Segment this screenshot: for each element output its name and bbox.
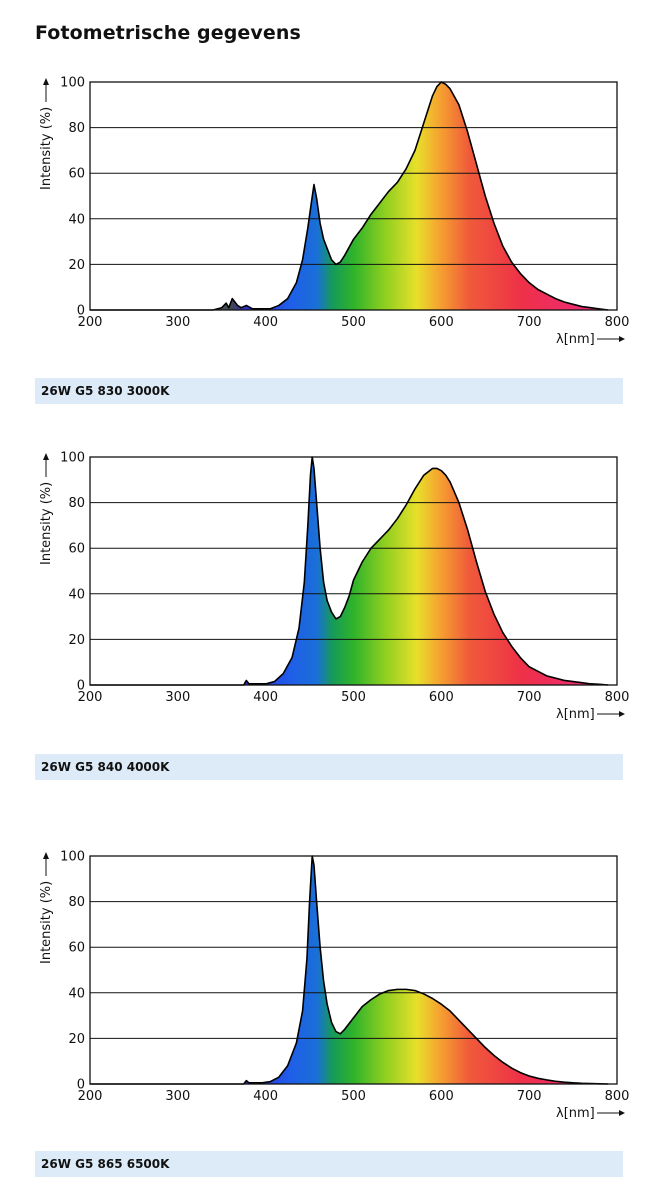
x-tick-label: 700 [517,690,542,705]
x-tick-label: 400 [253,1089,278,1104]
chart-block-830: 0 20 40 60 80 100 200 300 400 500 600 700 800 λ[nm] In… [0,0,648,410]
y-tick-label: 40 [68,986,85,1001]
x-tick-label: 500 [341,1089,366,1104]
caption-bar-840: 26W G5 840 4000K [35,754,623,780]
caption-text-865: 26W G5 865 6500K [41,1157,170,1171]
x-tick-label: 200 [78,690,103,705]
x-axis-arrowhead [619,1110,625,1116]
y-tick-label: 0 [77,1078,85,1093]
x-tick-label: 800 [605,315,630,330]
y-axis-arrowhead [43,453,49,460]
x-tick-label: 500 [341,315,366,330]
x-tick-label: 200 [78,1089,103,1104]
y-tick-label: 100 [60,451,85,466]
x-axis-title: λ[nm] [556,707,595,722]
y-axis-title: Intensity (%) [39,482,54,565]
y-axis-arrowhead [43,852,49,859]
y-tick-label: 40 [68,587,85,602]
x-tick-label: 300 [165,315,190,330]
x-tick-label: 400 [253,690,278,705]
y-axis-title: Intensity (%) [39,881,54,964]
y-tick-label: 80 [68,895,85,910]
y-tick-label: 100 [60,76,85,91]
spectrum-chart-830: 0 20 40 60 80 100 200 300 400 500 600 700 800 λ[nm] In… [39,76,630,348]
x-axis-arrowhead [619,711,625,717]
caption-bar-830: 26W G5 830 3000K [35,378,623,404]
y-tick-label: 60 [68,542,85,557]
spectrum-curve [90,81,609,311]
caption-text-830: 26W G5 830 3000K [41,384,170,398]
plot-frame [89,456,618,686]
page-title: Fotometrische gegevens [35,22,301,44]
x-tick-label: 500 [341,690,366,705]
x-tick-label: 800 [605,1089,630,1104]
area-above-curve [90,82,617,310]
x-tick-label: 600 [429,315,454,330]
x-tick-label: 300 [165,1089,190,1104]
y-tick-label: 0 [77,304,85,319]
y-tick-label: 80 [68,496,85,511]
y-tick-label: 60 [68,167,85,182]
y-axis-arrowhead [43,78,49,85]
y-tick-label: 20 [68,1032,85,1047]
chart-block-840: 0 20 40 60 80 100 200 300 400 500 600 700 800 λ[nm] In… [35,451,630,780]
x-tick-label: 700 [517,1089,542,1104]
y-tick-label: 80 [68,121,85,136]
x-tick-label: 800 [605,690,630,705]
y-tick-label: 0 [77,679,85,694]
plot-frame [89,81,618,311]
x-tick-label: 300 [165,690,190,705]
spectrum-curve [90,855,609,1085]
x-axis-title: λ[nm] [556,332,595,347]
area-above-curve [90,457,617,685]
y-tick-label: 40 [68,212,85,227]
y-tick-label: 20 [68,633,85,648]
spectrum-curve [90,456,609,686]
spectrum-chart-840: 0 20 40 60 80 100 200 300 400 500 600 700 800 λ[nm] In… [39,451,630,723]
y-tick-label: 100 [60,850,85,865]
caption-text-840: 26W G5 840 4000K [41,760,170,774]
x-tick-label: 700 [517,315,542,330]
area-above-curve [90,856,617,1084]
y-tick-label: 20 [68,258,85,273]
y-tick-label: 60 [68,941,85,956]
x-axis-arrowhead [619,336,625,342]
x-tick-label: 400 [253,315,278,330]
caption-bar-865: 26W G5 865 6500K [35,1151,623,1177]
plot-frame [89,855,618,1085]
x-tick-label: 200 [78,315,103,330]
x-axis-title: λ[nm] [556,1106,595,1121]
x-tick-label: 600 [429,1089,454,1104]
y-axis-title: Intensity (%) [39,107,54,190]
x-tick-label: 600 [429,690,454,705]
